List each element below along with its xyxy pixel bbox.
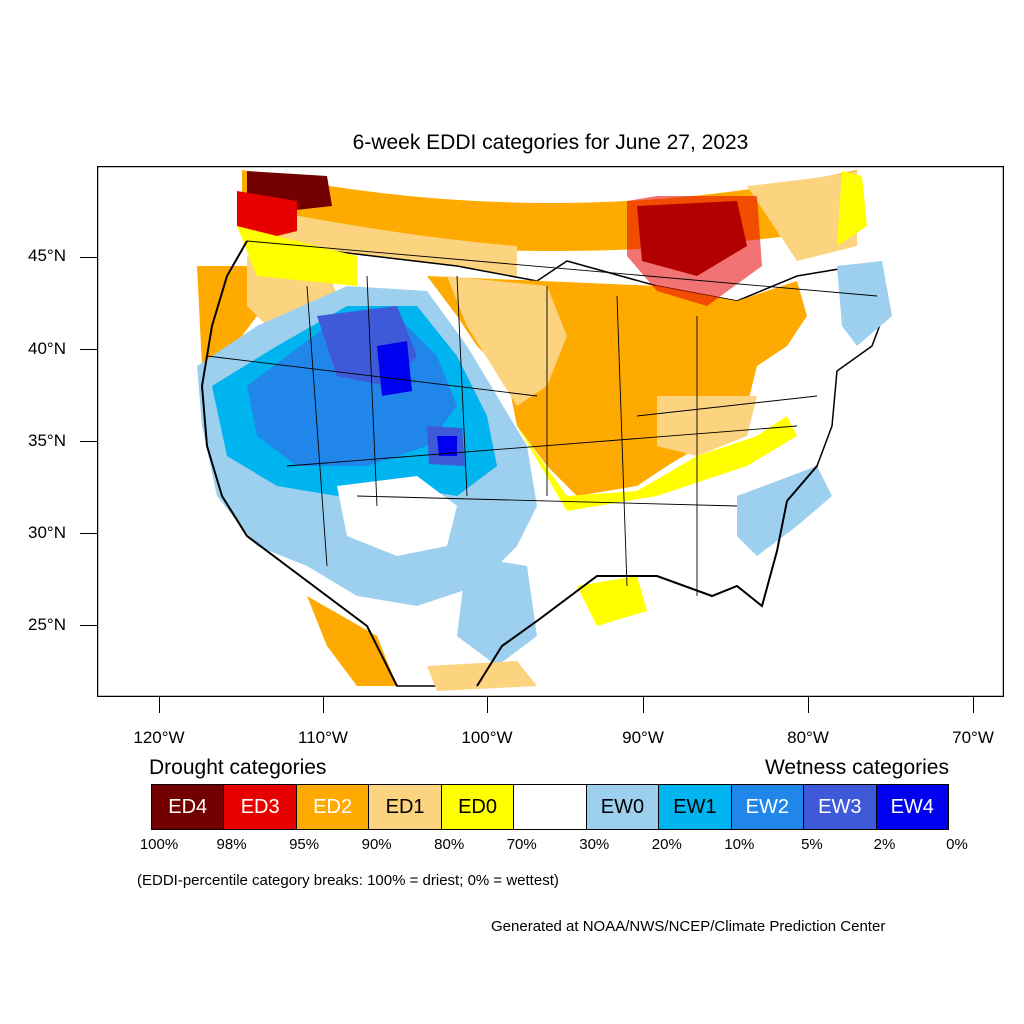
lon-label-70: 70°W — [952, 728, 994, 747]
legend-swatch-ew0: EW0 — [586, 785, 660, 829]
legend-swatch-neutral — [514, 785, 587, 829]
ed2-mexico-coast — [307, 596, 397, 686]
map-title: 6-week EDDI categories for June 27, 2023 — [352, 131, 749, 154]
lon-label-120: 120°W — [133, 728, 185, 747]
ew4-wyoming — [377, 341, 412, 396]
ed3-northwest — [237, 191, 297, 241]
lon-tick — [159, 697, 160, 713]
legend-bar: ED4 ED3 ED2 ED1 ED0 EW0 EW1 EW2 EW3 EW4 — [151, 784, 949, 830]
lat-tick — [80, 257, 97, 258]
percentile-label: 20% — [651, 836, 682, 853]
ed1-plains — [447, 276, 567, 406]
drought-heading: Drought categories — [149, 756, 327, 779]
percentile-label: 70% — [506, 836, 537, 853]
category-note: (EDDI-percentile category breaks: 100% =… — [137, 872, 559, 889]
eddi-map — [97, 166, 1004, 697]
percentile-label: 0% — [946, 836, 968, 853]
legend-swatch-ew4: EW4 — [876, 785, 948, 829]
lat-label-45: 45°N — [28, 246, 66, 265]
lon-tick — [973, 697, 974, 713]
lat-tick — [80, 441, 97, 442]
legend-swatch-ew2: EW2 — [731, 785, 805, 829]
percentile-label: 100% — [139, 836, 179, 853]
lat-label-30: 30°N — [28, 523, 66, 542]
lat-tick — [80, 533, 97, 534]
credit-text: Generated at NOAA/NWS/NCEP/Climate Predi… — [491, 918, 886, 935]
percentile-label: 30% — [579, 836, 610, 853]
legend-swatch-ew1: EW1 — [659, 785, 732, 829]
lon-label-100: 100°W — [461, 728, 513, 747]
legend-swatch-ed0: ED0 — [441, 785, 515, 829]
ed0-mexico-south — [427, 661, 537, 691]
ew0-texas — [457, 556, 537, 666]
lat-label-35: 35°N — [28, 431, 66, 450]
lon-label-80: 80°W — [787, 728, 829, 747]
legend-swatch-ed1: ED1 — [369, 785, 442, 829]
percentile-label: 95% — [289, 836, 320, 853]
ed0-east-edge — [837, 171, 867, 246]
lat-tick — [80, 349, 97, 350]
lon-tick — [808, 697, 809, 713]
percentile-label: 2% — [873, 836, 896, 853]
wetness-heading: Wetness categories — [764, 756, 949, 779]
lat-tick — [80, 625, 97, 626]
lon-label-90: 90°W — [622, 728, 664, 747]
lon-tick — [323, 697, 324, 713]
ed0-south-rim — [517, 416, 797, 511]
ew4-colorado — [437, 436, 457, 456]
lat-label-40: 40°N — [28, 339, 66, 358]
ed2-west-coast — [197, 266, 257, 366]
lon-tick — [487, 697, 488, 713]
ew0-northeast — [837, 261, 892, 346]
ed0-northwest — [237, 226, 357, 286]
percentile-label: 5% — [801, 836, 823, 853]
ed0-gulf — [577, 576, 647, 626]
ed1-band-north-east — [747, 171, 857, 261]
legend-swatch-ed2: ED2 — [296, 785, 370, 829]
lon-label-110: 110°W — [298, 728, 348, 747]
lon-tick — [643, 697, 644, 713]
lat-label-25: 25°N — [28, 615, 66, 634]
percentile-label: 98% — [216, 836, 247, 853]
percentile-label: 10% — [724, 836, 755, 853]
ed3-great-lakes — [627, 196, 762, 306]
legend-swatch-ed3: ED3 — [224, 785, 297, 829]
legend-swatch-ew3: EW3 — [804, 785, 877, 829]
percentile-label: 80% — [434, 836, 465, 853]
legend-swatch-ed4: ED4 — [152, 785, 225, 829]
percentile-label: 90% — [361, 836, 392, 853]
